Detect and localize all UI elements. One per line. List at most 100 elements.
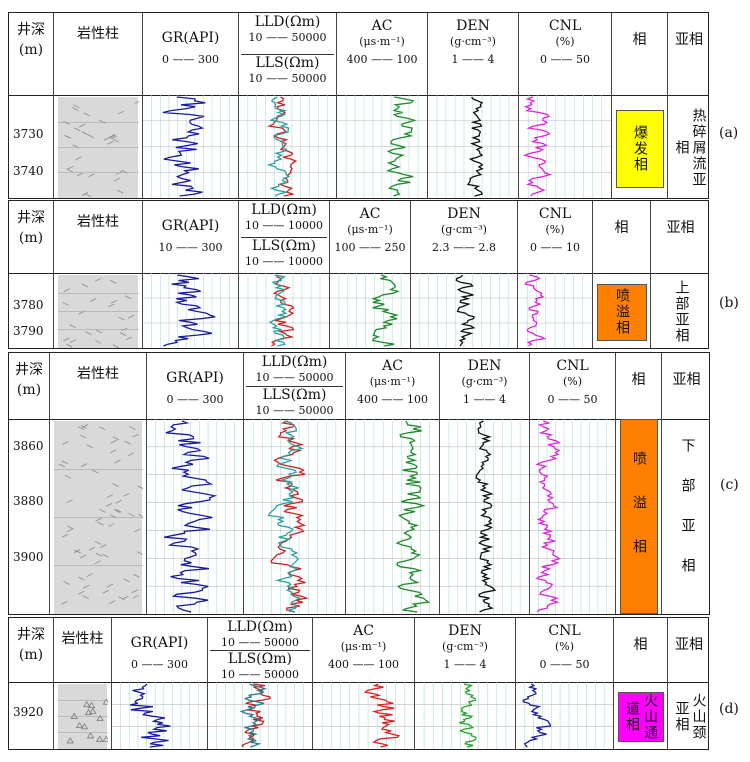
lithology-mark — [94, 560, 101, 565]
lithology-pattern — [58, 698, 108, 744]
lithology-mark — [64, 474, 72, 479]
lithology-mark — [115, 509, 122, 513]
lithology-mark — [113, 509, 121, 514]
track-res — [239, 95, 336, 198]
den-curve — [455, 274, 476, 347]
depth-title: 井深 — [15, 362, 43, 378]
facies-title: 相 — [614, 220, 629, 236]
panel-header — [9, 353, 709, 420]
lithology-mark — [73, 104, 80, 109]
lithology-mark — [110, 449, 117, 454]
lithology-mark — [115, 499, 122, 504]
lithology-pattern — [58, 277, 139, 348]
lithology-mark — [112, 483, 119, 487]
den-curve — [458, 683, 477, 748]
lithology-mark — [99, 508, 106, 513]
lld-range: 10 —— 50000 — [255, 371, 334, 384]
track-ac — [337, 95, 427, 198]
lithology-mark — [109, 600, 116, 605]
lithology-mark — [87, 134, 95, 139]
ac-range: 400 —— 100 — [357, 393, 428, 406]
lithology-mark — [95, 735, 104, 742]
lithology-mark — [94, 541, 102, 545]
ac-title: AC — [371, 18, 393, 34]
lithology-mark — [78, 426, 85, 431]
lithology-title: 岩性柱 — [61, 631, 104, 647]
subfacies-title: 亚相 — [675, 637, 703, 653]
res-header-divider — [241, 54, 334, 55]
cnl-unit: (%) — [554, 640, 575, 653]
subfacies-label: 热碎屑流亚相 — [673, 107, 707, 188]
lithology-mark — [67, 525, 74, 530]
lithology-mark — [80, 425, 87, 429]
ac-title: AC — [353, 623, 374, 639]
gr-title: GR(API) — [166, 370, 224, 386]
lithology-mark — [62, 441, 69, 445]
track-ac — [346, 419, 439, 614]
lithology-pattern — [54, 424, 143, 605]
lithology-mark — [80, 434, 87, 439]
gr-range: 0 —— 300 — [166, 393, 224, 406]
lithology-mark — [95, 340, 102, 344]
lld-curve — [271, 274, 295, 347]
lithology-mark — [110, 135, 118, 140]
lithology-mark — [70, 712, 78, 719]
ac-column: AC (μs·m⁻¹) 400 —— 100 — [312, 618, 414, 749]
panel-header — [9, 618, 708, 683]
lithology-mark — [83, 584, 90, 589]
ac-unit: (μs·m⁻¹) — [347, 223, 393, 236]
lithology-mark — [110, 439, 117, 444]
track-res — [239, 273, 329, 348]
panel-tag: (d) — [719, 701, 739, 718]
cnl-curve — [535, 420, 562, 613]
cnl-curve — [522, 683, 552, 748]
lithology-mark — [85, 331, 92, 335]
subfacies-title: 亚相 — [666, 220, 695, 236]
gr-title: GR(API) — [161, 218, 220, 234]
cnl-title: CNL — [548, 623, 581, 639]
depth-title: 井深 — [17, 210, 45, 226]
lithology-mark — [80, 463, 88, 467]
lithology-mark — [67, 165, 74, 170]
ac-unit: (μs·m⁻¹) — [340, 640, 387, 653]
lithology-mark — [95, 552, 102, 557]
depth-label: 3900 — [13, 550, 44, 565]
lls-title: LLS(Ωm) — [262, 387, 327, 403]
lithology-mark — [81, 283, 89, 288]
track-den — [415, 682, 515, 749]
lithology-mark — [103, 136, 110, 141]
track-res — [208, 682, 312, 749]
lithology-mark — [79, 554, 87, 559]
gr-title: GR(API) — [130, 635, 189, 651]
gr-column: GR(API) 0 —— 300 — [146, 353, 243, 614]
lithology-mark — [108, 134, 116, 139]
lithology-mark — [123, 492, 130, 497]
den-column: DEN (g·cm⁻³) 1 —— 4 — [439, 353, 529, 614]
panel-tag: (c) — [720, 476, 739, 493]
lithology-mark — [86, 573, 93, 577]
lld-title: LLD(Ωm) — [227, 619, 293, 635]
facies-title: 相 — [631, 372, 646, 388]
lithology-title: 岩性柱 — [77, 214, 119, 230]
lithology-mark — [113, 177, 120, 182]
lithology-mark — [75, 721, 84, 728]
lithology-mark — [133, 573, 140, 578]
log-panel: 井深 (m) 3920 岩性柱 GR(API) 0 —— 300 LLD(Ωm) 10 —— … — [8, 617, 709, 750]
log-panel: 井深 (m) 3780 3790 岩性柱 GR(API) 10 —— 300 LLD(Ωm) 1… — [8, 200, 709, 349]
ac-curve — [385, 96, 417, 197]
cnl-column: CNL (%) 0 —— 50 — [529, 353, 615, 614]
track-gr — [143, 273, 238, 348]
track-cnl — [518, 273, 592, 348]
lithology-mark — [117, 110, 125, 115]
lithology-mark — [76, 172, 84, 177]
lithology-mark — [69, 324, 76, 329]
res-column: LLD(Ωm) 10 —— 50000 LLS(Ωm) 10 —— 50000 — [238, 13, 336, 198]
lithology-mark — [66, 528, 74, 533]
den-curve — [466, 96, 484, 197]
lithology-mark — [74, 549, 81, 554]
cnl-title: CNL — [548, 18, 582, 34]
lithology-mark — [62, 301, 69, 306]
gr-title: GR(API) — [161, 30, 220, 46]
depth-label: 3740 — [13, 164, 44, 179]
facies-block: 爆发相 — [616, 110, 664, 188]
